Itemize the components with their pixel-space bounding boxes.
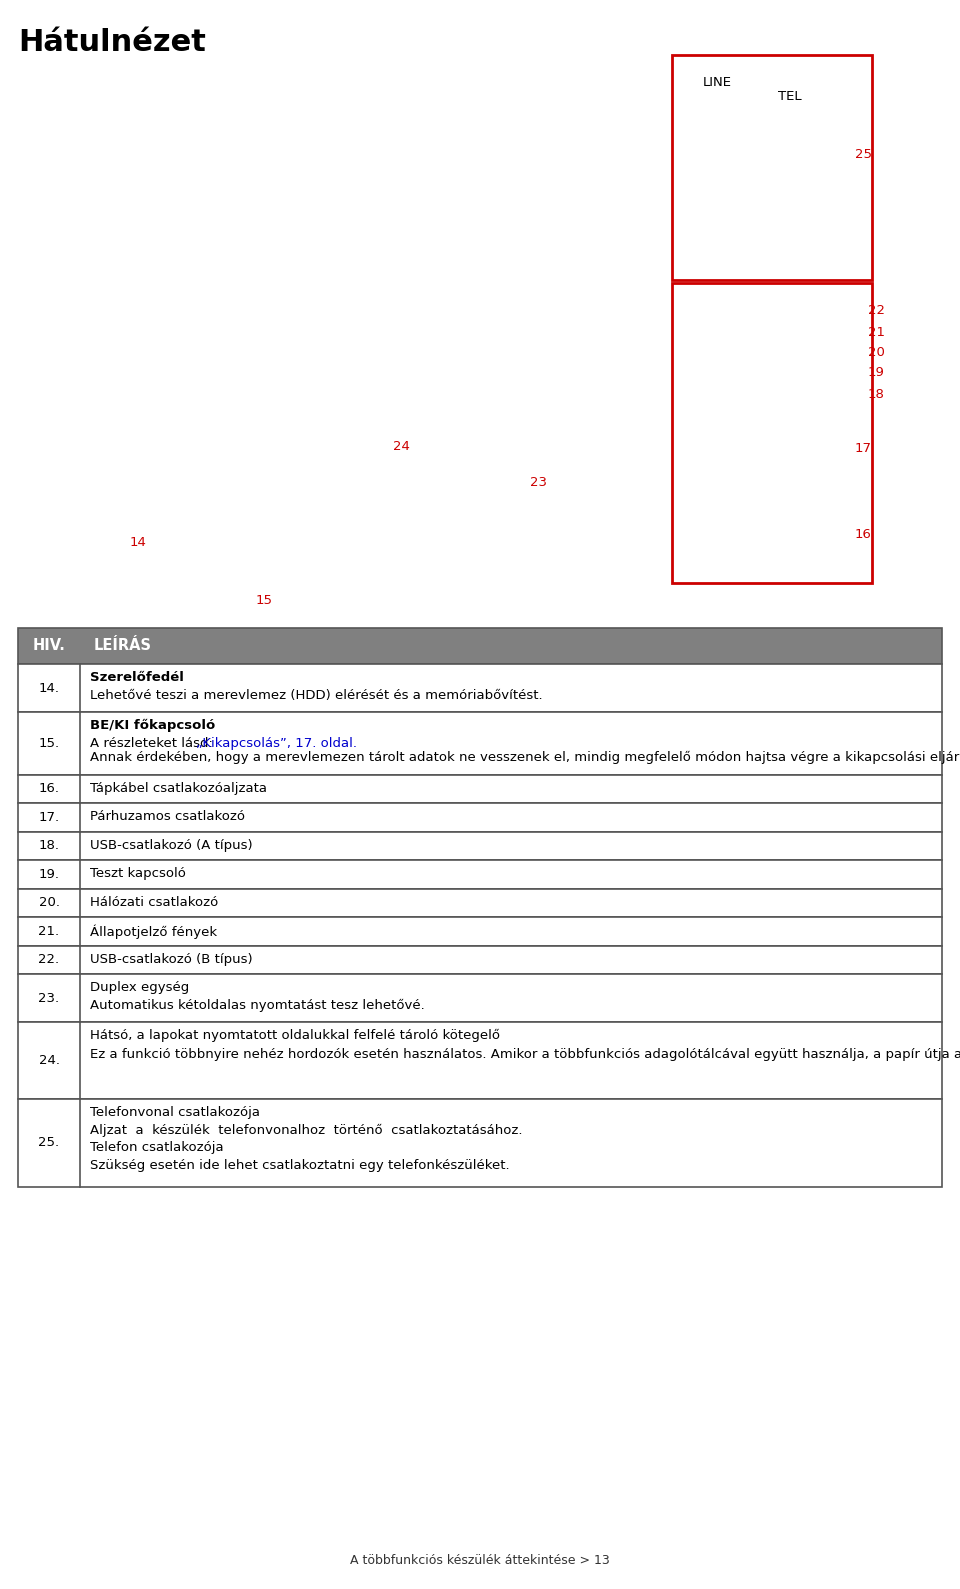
Text: Szerelőfedél: Szerelőfedél <box>90 671 184 683</box>
Text: Automatikus kétoldalas nyomtatást tesz lehetővé.: Automatikus kétoldalas nyomtatást tesz l… <box>90 998 424 1012</box>
Text: TEL: TEL <box>778 89 802 103</box>
Text: LEÍRÁS: LEÍRÁS <box>94 639 152 653</box>
Text: 15: 15 <box>256 594 273 607</box>
Text: A részleteket lásd:: A részleteket lásd: <box>90 737 217 750</box>
Text: 16.: 16. <box>38 782 60 796</box>
Text: HIV.: HIV. <box>33 639 65 653</box>
Text: Állapotjelző fények: Állapotjelző fények <box>90 925 217 939</box>
Bar <box>672 283 872 583</box>
Bar <box>18 1022 942 1100</box>
Text: Hátsó, a lapokat nyomtatott oldalukkal felfelé tároló kötegelő: Hátsó, a lapokat nyomtatott oldalukkal f… <box>90 1030 500 1042</box>
Text: 19.: 19. <box>38 868 60 880</box>
Text: 23: 23 <box>530 475 547 488</box>
Bar <box>18 974 942 1022</box>
Text: 21.: 21. <box>38 925 60 938</box>
Text: Hálózati csatlakozó: Hálózati csatlakozó <box>90 896 218 909</box>
Text: BE/KI főkapcsoló: BE/KI főkapcsoló <box>90 720 215 733</box>
Text: 17.: 17. <box>38 810 60 825</box>
Bar <box>18 664 942 712</box>
Text: 14.: 14. <box>38 682 60 694</box>
Text: 18.: 18. <box>38 839 60 852</box>
Text: USB-csatlakozó (A típus): USB-csatlakozó (A típus) <box>90 839 252 852</box>
Text: Lehetővé teszi a merevlemez (HDD) elérését és a memóriabővítést.: Lehetővé teszi a merevlemez (HDD) elérés… <box>90 688 542 701</box>
Text: 24.: 24. <box>38 1054 60 1068</box>
Bar <box>18 860 942 888</box>
Text: 14: 14 <box>130 537 147 550</box>
Text: Szükség esetén ide lehet csatlakoztatni egy telefonkészüléket.: Szükség esetén ide lehet csatlakoztatni … <box>90 1158 510 1171</box>
Text: 20: 20 <box>868 346 885 359</box>
Bar <box>18 917 942 945</box>
Bar <box>18 802 942 831</box>
Text: 22: 22 <box>868 303 885 316</box>
Text: USB-csatlakozó (B típus): USB-csatlakozó (B típus) <box>90 953 252 966</box>
Bar <box>18 945 942 974</box>
Text: Teszt kapcsoló: Teszt kapcsoló <box>90 868 186 880</box>
Text: Telefonvonal csatlakozója: Telefonvonal csatlakozója <box>90 1106 260 1119</box>
Text: Aljzat  a  készülék  telefonvonalhoz  történő  csatlakoztatásához.: Aljzat a készülék telefonvonalhoz történ… <box>90 1123 522 1138</box>
Text: Hátulnézet: Hátulnézet <box>18 29 205 57</box>
Text: Tápkábel csatlakozóaljzata: Tápkábel csatlakozóaljzata <box>90 782 267 794</box>
Text: 18: 18 <box>868 388 885 402</box>
Text: 19: 19 <box>868 365 885 378</box>
Bar <box>18 831 942 860</box>
Bar <box>672 56 872 280</box>
Text: Duplex egység: Duplex egység <box>90 980 189 995</box>
Text: 22.: 22. <box>38 953 60 966</box>
Bar <box>18 1100 942 1187</box>
Text: 20.: 20. <box>38 896 60 909</box>
Text: A többfunkciós készülék áttekintése > 13: A többfunkciós készülék áttekintése > 13 <box>350 1554 610 1567</box>
Text: „Kikapcsolás”, 17. oldal.: „Kikapcsolás”, 17. oldal. <box>197 737 357 750</box>
Text: 25: 25 <box>855 148 872 162</box>
Bar <box>18 712 942 775</box>
Bar <box>18 888 942 917</box>
Text: 24: 24 <box>393 440 410 453</box>
Bar <box>18 775 942 802</box>
Text: Annak érdekében, hogy a merevlemezen tárolt adatok ne vesszenek el, mindig megfe: Annak érdekében, hogy a merevlemezen tár… <box>90 752 960 764</box>
Bar <box>18 628 942 664</box>
Text: Telefon csatlakozója: Telefon csatlakozója <box>90 1141 224 1154</box>
Text: Párhuzamos csatlakozó: Párhuzamos csatlakozó <box>90 810 245 823</box>
Text: 25.: 25. <box>38 1136 60 1149</box>
Text: 23.: 23. <box>38 992 60 1004</box>
Text: 16: 16 <box>855 529 872 542</box>
Text: Ez a funkció többnyire nehéz hordozók esetén használatos. Amikor a többfunkciós : Ez a funkció többnyire nehéz hordozók es… <box>90 1047 960 1061</box>
Text: 15.: 15. <box>38 737 60 750</box>
Text: LINE: LINE <box>703 76 732 89</box>
Text: 17: 17 <box>855 442 872 454</box>
Text: 21: 21 <box>868 326 885 338</box>
